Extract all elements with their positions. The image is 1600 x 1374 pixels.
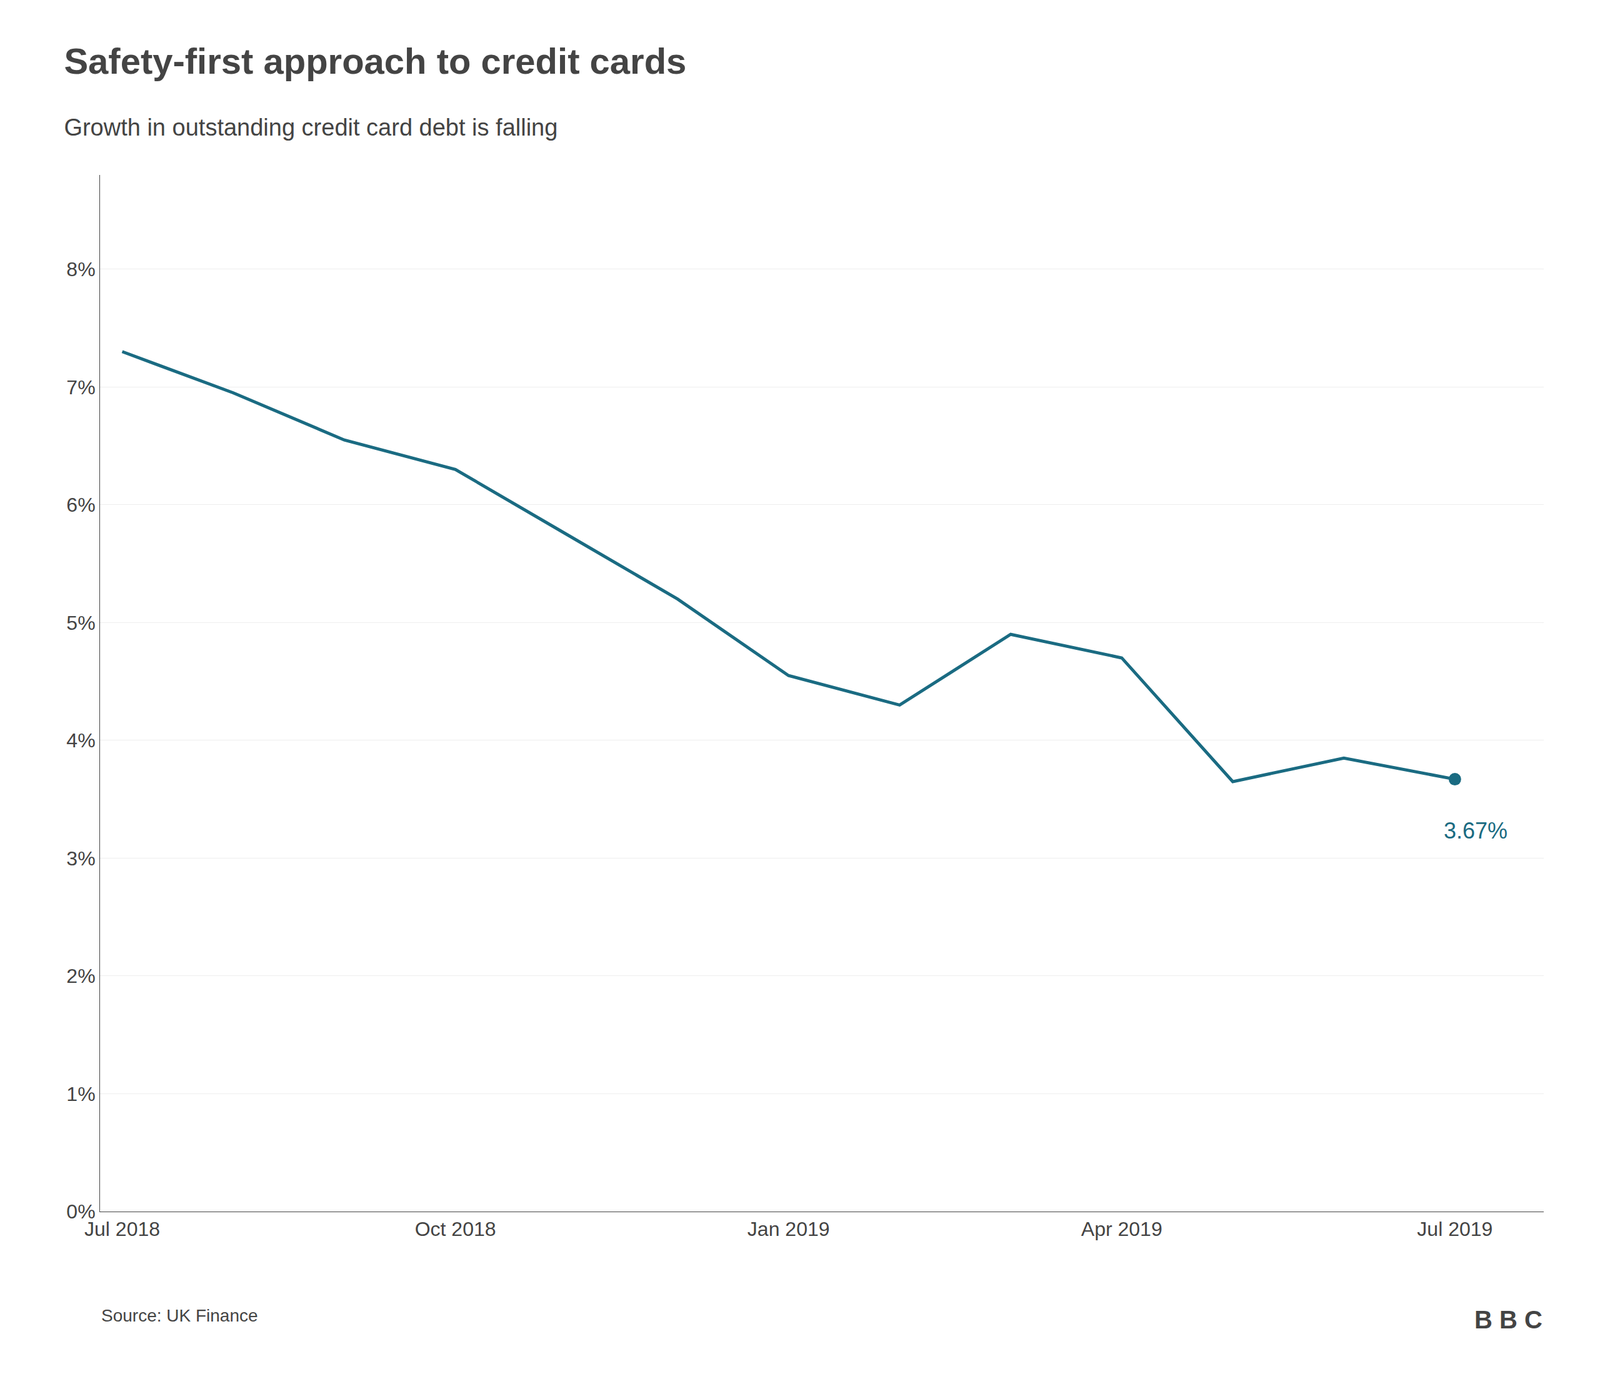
svg-text:5%: 5% xyxy=(66,611,95,635)
svg-text:Growth in outstanding credit c: Growth in outstanding credit card debt i… xyxy=(63,114,558,141)
svg-text:4%: 4% xyxy=(66,729,95,752)
svg-text:Safety-first approach to credi: Safety-first approach to credit cards xyxy=(63,40,687,82)
svg-text:Oct 2018: Oct 2018 xyxy=(415,1218,497,1241)
svg-text:Apr 2019: Apr 2019 xyxy=(1081,1218,1163,1241)
svg-text:Jul 2019: Jul 2019 xyxy=(1416,1218,1493,1241)
svg-text:7%: 7% xyxy=(66,376,95,399)
svg-text:1%: 1% xyxy=(66,1083,95,1106)
svg-text:0%: 0% xyxy=(66,1200,95,1224)
svg-text:3%: 3% xyxy=(66,847,95,870)
svg-text:B B C: B B C xyxy=(1474,1306,1543,1334)
svg-text:3.67%: 3.67% xyxy=(1443,818,1508,844)
svg-text:Jan 2019: Jan 2019 xyxy=(747,1218,830,1241)
svg-text:Source: UK Finance: Source: UK Finance xyxy=(101,1306,259,1326)
svg-text:2%: 2% xyxy=(66,965,95,988)
svg-text:8%: 8% xyxy=(66,258,95,281)
svg-text:Jul 2018: Jul 2018 xyxy=(84,1218,160,1241)
svg-text:6%: 6% xyxy=(66,493,95,517)
